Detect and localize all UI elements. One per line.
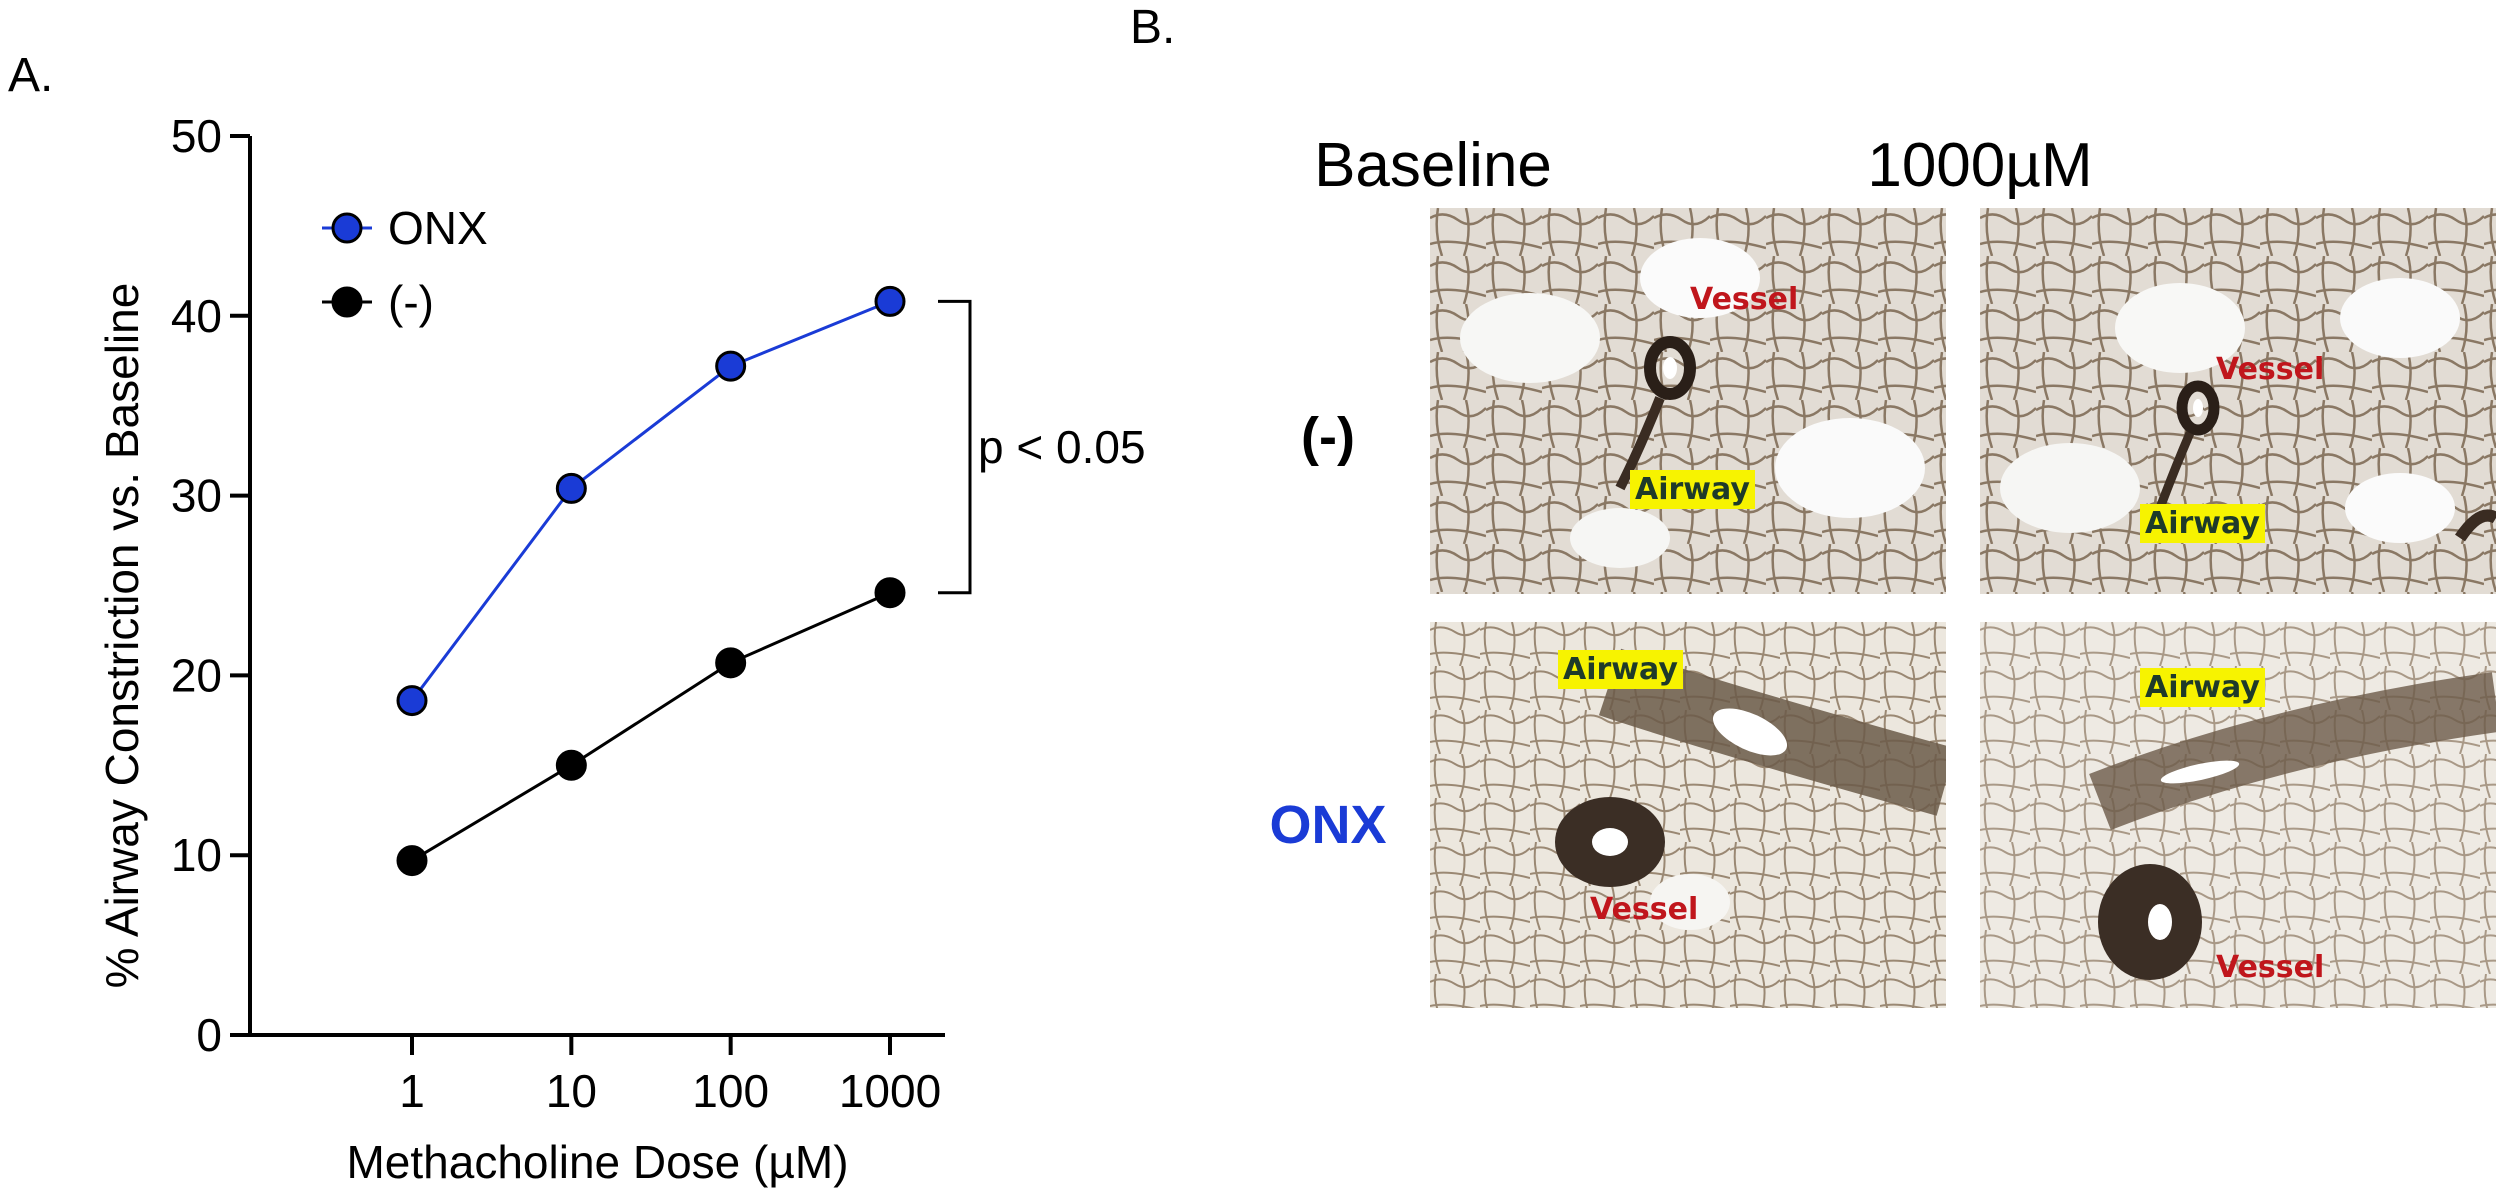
data-point-control	[874, 577, 906, 609]
chart-legend: ONX (-)	[322, 202, 488, 328]
airway-label: Airway	[1558, 650, 1683, 689]
chart-annotation: p < 0.05	[938, 299, 1146, 595]
data-point-onx	[396, 685, 428, 717]
series-line-onx	[410, 300, 891, 702]
x-axis-title: Methacholine Dose (µM)	[346, 1136, 848, 1188]
legend-marker	[331, 212, 363, 244]
series-line-control	[411, 591, 891, 862]
y-tick-label: 0	[196, 1009, 222, 1061]
column-header-1000um: 1000µM	[1867, 131, 2093, 200]
column-header-baseline: Baseline	[1314, 131, 1552, 200]
legend-label-control: (-)	[388, 276, 434, 328]
legend-marker	[331, 286, 363, 318]
data-point-control	[555, 749, 587, 781]
x-tick-label: 100	[692, 1065, 769, 1117]
vessel-label: Vessel	[2216, 352, 2325, 387]
row-header-onx: ONX	[1269, 795, 1387, 855]
y-tick-label: 50	[171, 110, 222, 162]
chart-axes: 0 10 20 30 40 50 1 10 100 1000 Methacholine Dose (…	[96, 110, 945, 1188]
dose-response-chart: 0 10 20 30 40 50 1 10 100 1000 Methacholine Dose (…	[96, 110, 1146, 1188]
row-header-control: (-)	[1301, 407, 1355, 467]
data-point-onx	[874, 285, 906, 317]
data-point-onx	[715, 350, 747, 382]
micrograph-control-baseline: Vessel Airway	[1430, 208, 1946, 594]
micrograph-control-1000um: Vessel Airway	[1980, 208, 2496, 594]
panel-a-label: A.	[8, 49, 54, 102]
y-tick-label: 30	[171, 470, 222, 522]
vessel-label: Vessel	[1690, 282, 1799, 317]
micrograph-onx-1000um: Airway Vessel	[1980, 622, 2496, 1008]
y-axis-title: % Airway Constriction vs. Baseline	[96, 283, 148, 989]
vessel-label: Vessel	[1590, 892, 1699, 927]
data-point-control	[396, 845, 428, 877]
x-tick-label: 1	[399, 1065, 425, 1117]
x-tick-label: 1000	[839, 1065, 941, 1117]
significance-label: p < 0.05	[978, 421, 1146, 473]
data-point-control	[715, 647, 747, 679]
micrograph-onx-baseline: Airway Vessel	[1430, 622, 1946, 1008]
airway-label: Airway	[2140, 668, 2265, 707]
vessel-label: Vessel	[2216, 950, 2325, 985]
airway-label: Airway	[1630, 470, 1755, 509]
data-point-onx	[555, 472, 587, 504]
significance-bracket	[938, 299, 972, 595]
y-tick-label: 10	[171, 829, 222, 881]
panel-b-label: B.	[1130, 1, 1176, 54]
chart-series	[396, 285, 906, 877]
y-tick-label: 20	[171, 649, 222, 701]
airway-label: Airway	[2140, 504, 2265, 543]
x-tick-label: 10	[546, 1065, 597, 1117]
legend-label-onx: ONX	[388, 202, 488, 254]
y-tick-label: 40	[171, 290, 222, 342]
